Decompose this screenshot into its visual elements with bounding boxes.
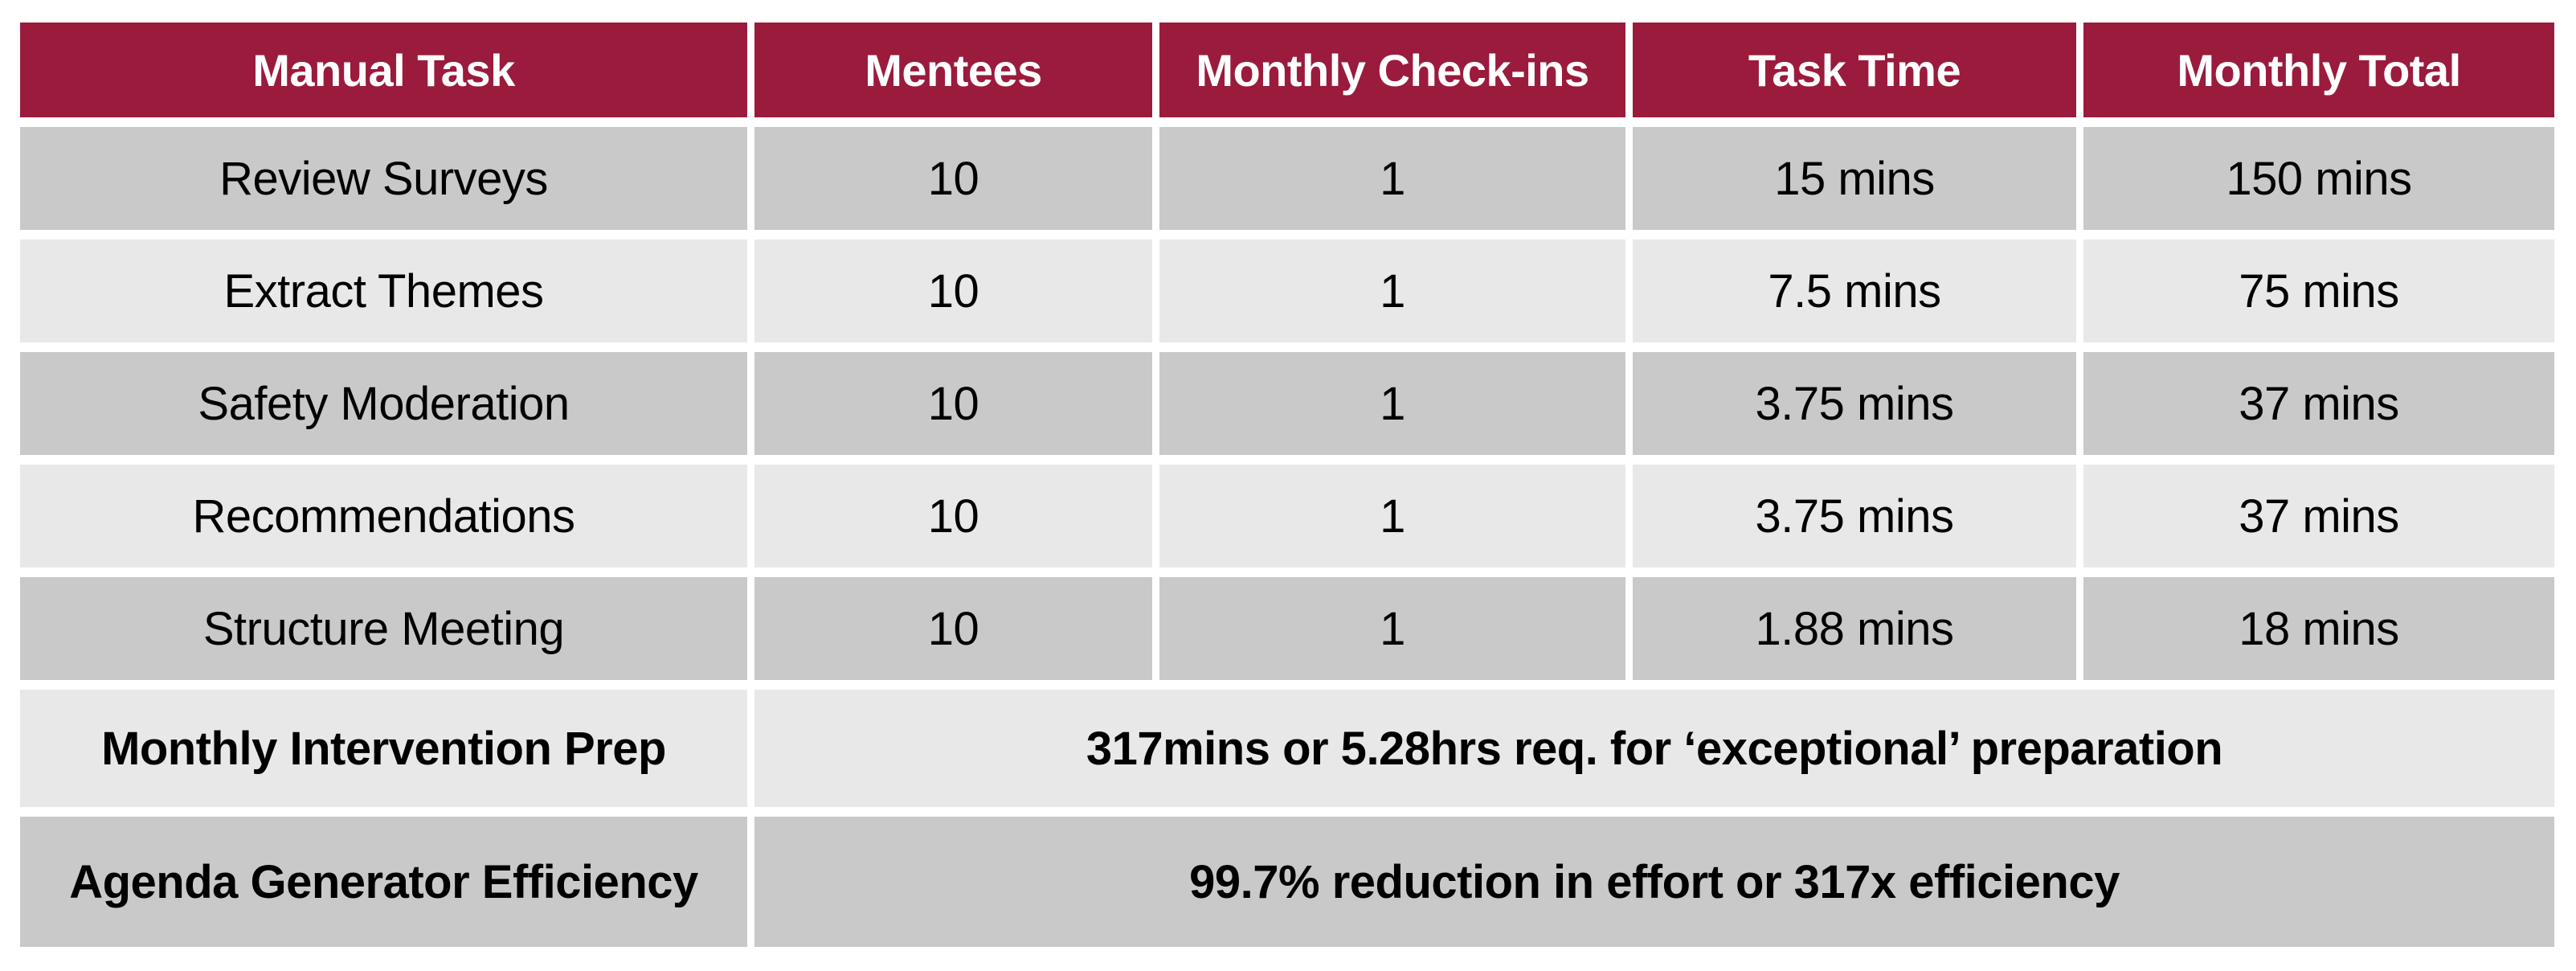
table-cell: 10: [754, 577, 1152, 680]
summary-value-agenda-generator-efficiency: 99.7% reduction in effort or 317x effici…: [754, 817, 2554, 947]
summary-label-monthly-intervention-prep: Monthly Intervention Prep: [20, 690, 747, 807]
table-cell: 1: [1159, 352, 1625, 455]
table-cell: 15 mins: [1633, 127, 2076, 230]
table-cell: 3.75 mins: [1633, 465, 2076, 567]
summary-label-agenda-generator-efficiency: Agenda Generator Efficiency: [20, 817, 747, 947]
table-cell: 37 mins: [2083, 352, 2554, 455]
table-cell: Structure Meeting: [20, 577, 747, 680]
column-header-task-time: Task Time: [1633, 23, 2076, 117]
table-cell: 75 mins: [2083, 240, 2554, 342]
table-cell: Recommendations: [20, 465, 747, 567]
table-cell: 1: [1159, 240, 1625, 342]
column-header-manual-task: Manual Task: [20, 23, 747, 117]
efficiency-table: Manual Task Mentees Monthly Check-ins Ta…: [20, 23, 2554, 947]
table-cell: 10: [754, 127, 1152, 230]
table-cell: 1.88 mins: [1633, 577, 2076, 680]
table-cell: Review Surveys: [20, 127, 747, 230]
table-cell: 37 mins: [2083, 465, 2554, 567]
table-cell: 10: [754, 240, 1152, 342]
table-cell: 7.5 mins: [1633, 240, 2076, 342]
column-header-monthly-checkins: Monthly Check-ins: [1159, 23, 1625, 117]
table-cell: 18 mins: [2083, 577, 2554, 680]
table-cell: 3.75 mins: [1633, 352, 2076, 455]
table-cell: 10: [754, 465, 1152, 567]
table-cell: 150 mins: [2083, 127, 2554, 230]
table-cell: 1: [1159, 577, 1625, 680]
table-cell: Safety Moderation: [20, 352, 747, 455]
table-cell: 10: [754, 352, 1152, 455]
table-cell: Extract Themes: [20, 240, 747, 342]
summary-value-monthly-intervention-prep: 317mins or 5.28hrs req. for ‘exceptional…: [754, 690, 2554, 807]
table-cell: 1: [1159, 127, 1625, 230]
column-header-monthly-total: Monthly Total: [2083, 23, 2554, 117]
column-header-mentees: Mentees: [754, 23, 1152, 117]
table-cell: 1: [1159, 465, 1625, 567]
